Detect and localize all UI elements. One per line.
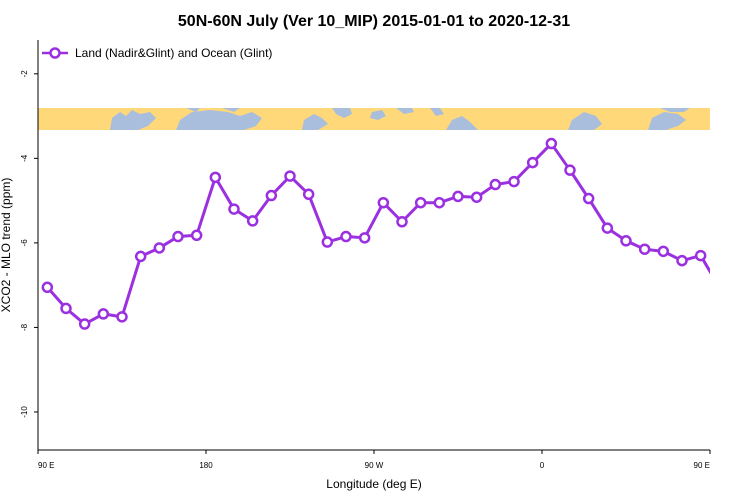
- data-point: [228, 203, 240, 215]
- data-point: [545, 137, 558, 150]
- x-tick-label: 0: [540, 461, 545, 470]
- data-point: [582, 192, 595, 205]
- series-group: [41, 137, 743, 330]
- data-point: [246, 215, 259, 227]
- data-point: [452, 190, 464, 203]
- data-point: [153, 242, 166, 254]
- data-point: [715, 283, 724, 292]
- legend: Land (Nadir&Glint) and Ocean (Glint): [42, 46, 272, 60]
- legend-label: Land (Nadir&Glint) and Ocean (Glint): [75, 46, 272, 60]
- map-strip: [38, 108, 710, 130]
- data-point: [734, 304, 743, 313]
- y-tick-label: -4: [20, 154, 29, 162]
- data-point: [97, 308, 110, 320]
- data-point: [302, 188, 315, 201]
- y-tick-label: -10: [20, 406, 29, 418]
- data-point: [694, 249, 707, 262]
- y-axis-ticks: -2 -4 -6 -8 -10: [20, 70, 38, 418]
- data-point: [638, 243, 651, 255]
- data-point: [489, 178, 502, 191]
- data-point: [396, 216, 408, 228]
- data-point: [564, 164, 576, 176]
- data-point: [172, 230, 184, 243]
- data-point: [433, 196, 446, 209]
- legend-marker: [49, 47, 61, 59]
- chart-title: 50N-60N July (Ver 10_MIP) 2015-01-01 to …: [178, 13, 570, 30]
- data-point: [340, 230, 352, 243]
- data-point: [508, 175, 520, 188]
- data-point: [620, 235, 632, 247]
- x-tick-label: 180: [199, 461, 213, 470]
- data-point: [116, 311, 128, 323]
- x-tick-label: 90 E: [38, 461, 54, 470]
- y-tick-label: -2: [20, 70, 29, 78]
- data-point: [676, 254, 688, 267]
- x-axis-label: Longitude (deg E): [326, 477, 421, 491]
- data-point: [190, 229, 203, 242]
- y-tick-label: -6: [20, 239, 29, 247]
- data-point: [209, 171, 222, 184]
- x-tick-label: 90 E: [694, 461, 710, 470]
- data-point: [601, 222, 614, 234]
- data-point: [470, 191, 483, 203]
- data-point: [60, 302, 72, 315]
- data-point: [358, 232, 371, 244]
- data-point: [134, 250, 147, 263]
- x-tick-label: 90 W: [365, 461, 384, 470]
- data-point: [41, 281, 54, 294]
- series-line: [46, 142, 710, 326]
- data-point: [526, 156, 539, 169]
- data-point: [657, 245, 670, 258]
- data-point: [377, 196, 390, 209]
- data-point: [265, 189, 278, 202]
- data-point: [414, 196, 427, 209]
- y-axis-label: XCO2 - MLO trend (ppm): [0, 178, 13, 313]
- data-point: [284, 170, 296, 182]
- data-point: [78, 318, 91, 330]
- data-point: [321, 236, 334, 248]
- y-tick-label: -8: [20, 323, 29, 331]
- map-strip-ocean: [110, 108, 690, 130]
